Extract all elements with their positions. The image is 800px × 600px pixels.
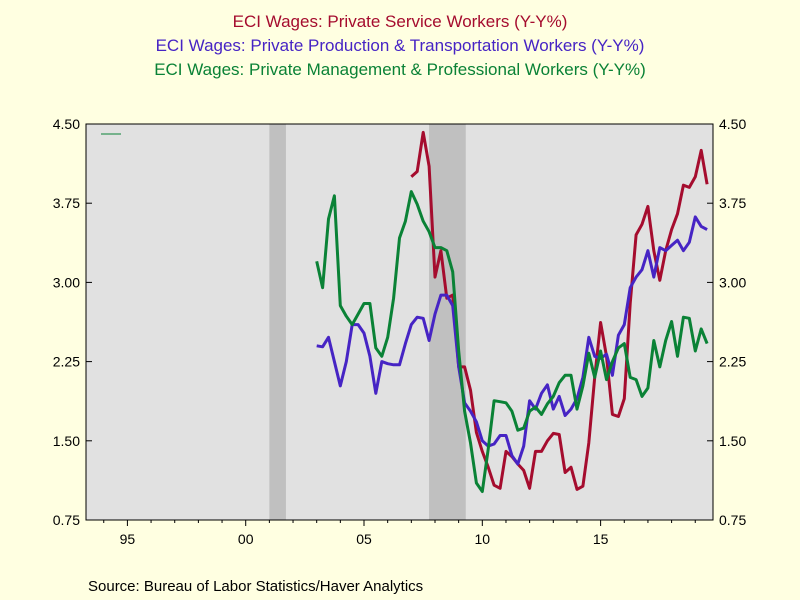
series-line-2	[316, 215, 708, 466]
y-tick-label-right-1: 1.50	[719, 433, 746, 449]
source-note: Source: Bureau of Labor Statistics/Haver…	[88, 578, 424, 595]
title-service-workers: ECI Wages: Private Service Workers (Y-Y%…	[232, 12, 568, 31]
y-tick-label-left-4: 3.75	[53, 195, 80, 211]
recession-bands	[269, 124, 466, 520]
y-tick-label-right-3: 3.00	[719, 274, 746, 290]
y-tick-label-left-3: 3.00	[53, 274, 80, 290]
title-production-workers: ECI Wages: Private Production & Transpor…	[155, 36, 645, 55]
y-tick-label-left-0: 0.75	[53, 512, 80, 528]
y-tick-label-right-2: 2.25	[719, 354, 746, 370]
y-tick-label-right-5: 4.50	[719, 116, 746, 132]
y-tick-label-left-2: 2.25	[53, 354, 80, 370]
series-lines	[315, 130, 709, 493]
recession-band-2	[429, 124, 466, 520]
y-tick-label-left-5: 4.50	[53, 116, 80, 132]
plot-area	[86, 124, 713, 520]
y-tick-label-left-1: 1.50	[53, 433, 80, 449]
x-tick-label-1: 00	[238, 531, 254, 547]
x-tick-label-4: 15	[593, 531, 609, 547]
chart-titles: ECI Wages: Private Service Workers (Y-Y%…	[0, 10, 800, 82]
title-management-workers: ECI Wages: Private Management & Professi…	[154, 60, 646, 79]
x-tick-label-2: 05	[356, 531, 372, 547]
series-line-3	[315, 190, 709, 493]
plot-border	[85, 123, 714, 521]
axes: 0.75 0.75 1.50 1.50 2.25 2.25 3.00 3.00 3.75 3.75…	[53, 116, 747, 547]
y-tick-label-right-4: 3.75	[719, 195, 746, 211]
y-tick-label-right-0: 0.75	[719, 512, 746, 528]
x-tick-label-3: 10	[475, 531, 491, 547]
recession-band-1	[269, 124, 286, 520]
x-tick-label-0: 95	[120, 531, 136, 547]
